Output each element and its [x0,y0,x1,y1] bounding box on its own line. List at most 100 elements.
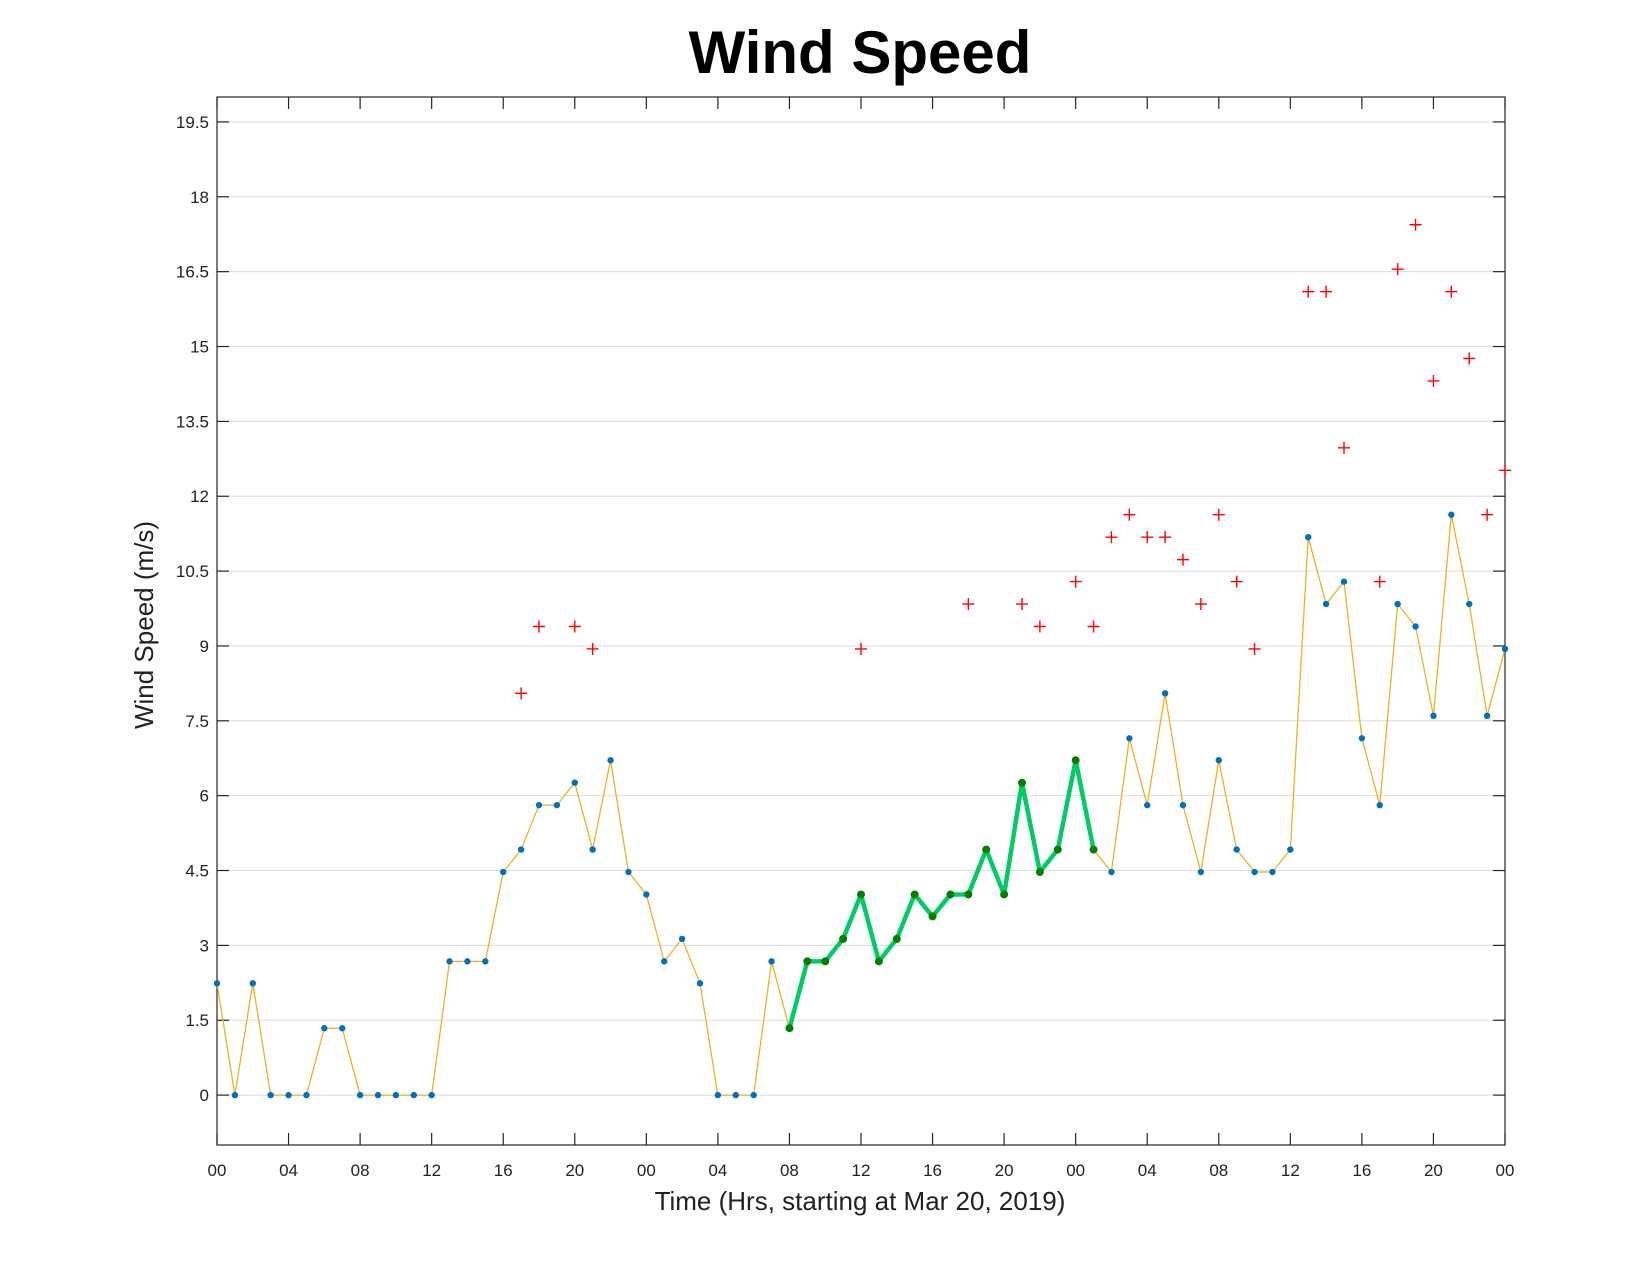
wind-speed-point [571,779,578,786]
wind-gust-point [1194,598,1207,611]
wind-speed-point [1179,801,1187,809]
x-tick-label: 20 [565,1161,584,1180]
wind-speed-point [625,868,632,876]
wind-gust-point [1177,553,1189,566]
x-tick-label: 16 [494,1161,513,1180]
wind-speed-point [464,958,471,965]
y-axis-label: Wind Speed (m/s) [129,521,159,729]
chart-title: Wind Speed [689,19,1032,86]
wind-speed-line [216,514,1506,1096]
highlighted-wind-speed-point [1018,778,1026,787]
wind-gust-point [568,620,581,633]
x-tick-label: 12 [1281,1161,1300,1180]
wind-speed-point [1322,600,1330,608]
wind-speed-point [696,980,704,987]
wind-gust-point [1016,598,1028,611]
highlighted-wind-speed-point [1035,868,1044,877]
highlighted-wind-speed-point [803,957,812,966]
wind-speed-point [231,1091,239,1099]
wind-gust-point [1159,531,1172,544]
wind-speed-point [517,846,525,853]
wind-gust-point [1338,441,1350,454]
highlighted-wind-speed-point [874,957,883,966]
wind-speed-point [249,980,256,987]
highlighted-wind-speed-point [1071,756,1080,765]
highlighted-wind-speed-point [857,890,865,899]
y-tick-label: 3 [200,936,209,955]
y-tick-label: 15 [190,338,209,357]
wind-speed-point [428,1091,435,1099]
wind-gust-point [1499,464,1511,477]
wind-speed-point [392,1091,400,1099]
wind-speed-point [213,980,221,987]
x-tick-label: 00 [1066,1161,1085,1180]
wind-gust-point [1248,642,1261,655]
wind-speed-point [303,1091,310,1099]
wind-speed-point [446,958,453,965]
wind-gust-point [1230,575,1243,588]
wind-speed-point [1233,846,1240,853]
wind-gust-point [1391,263,1404,276]
wind-speed-point [1251,868,1258,876]
wind-speed-point [1501,645,1509,653]
highlighted-wind-speed-line [787,757,1096,1029]
grid-lines [217,121,1505,1096]
wind-gust-point [1445,285,1458,298]
wind-speed-point [285,1091,292,1099]
wind-gust-point [1481,508,1494,521]
wind-speed-point [1197,868,1205,876]
wind-speed-point [1144,801,1151,809]
wind-speed-point [1448,511,1455,518]
wind-gust-point [1373,575,1386,588]
wind-speed-point [321,1025,328,1032]
wind-gust-point [1427,374,1440,387]
highlighted-wind-speed-point [839,934,848,943]
wind-gust-point [515,687,528,700]
wind-gust-point [1302,285,1315,298]
x-tick-label: 12 [852,1161,871,1180]
y-tick-label: 19.5 [176,113,209,132]
wind-gust-point [1320,285,1333,298]
wind-gust-point [1212,508,1225,521]
x-tick-label: 00 [208,1161,227,1180]
x-axis-label: Time (Hrs, starting at Mar 20, 2019) [655,1186,1066,1216]
wind-speed-point [1430,712,1437,720]
plot-series [213,218,1511,1099]
highlighted-wind-speed-point [1000,890,1009,899]
y-tick-label: 16.5 [176,263,209,282]
x-tick-label: 12 [422,1161,441,1180]
x-tick-label: 04 [279,1161,298,1180]
wind-speed-point [1161,690,1169,697]
wind-speed-point [1126,735,1133,742]
x-tick-label: 20 [995,1161,1014,1180]
highlighted-wind-speed-point [910,890,919,899]
wind-gust-point [1105,531,1118,544]
highlighted-wind-speed-point [982,845,991,854]
x-tick-label: 08 [780,1161,799,1180]
wind-gust-point [1069,575,1082,588]
y-tick-label: 1.5 [185,1011,209,1030]
highlighted-wind-speed-point [1089,845,1098,854]
x-tick-label: 08 [351,1161,370,1180]
wind-speed-point [643,891,650,898]
wind-speed-point [1358,735,1366,742]
wind-speed-point [1269,868,1276,876]
highlighted-wind-speed-point [946,890,955,899]
wind-gust-point [1123,508,1136,521]
y-tick-label: 9 [200,637,209,656]
x-tick-label: 04 [708,1161,727,1180]
wind-speed-point [500,868,507,876]
wind-speed-point [732,1091,739,1099]
highlighted-wind-speed-point [1053,845,1062,854]
highlighted-wind-speed-point [785,1024,794,1033]
wind-gust-point [962,598,975,611]
x-tick-label: 20 [1424,1161,1443,1180]
x-tick-label: 16 [923,1161,942,1180]
wind-gust-point [1033,620,1046,633]
wind-speed-point [553,801,561,809]
x-tick-label: 04 [1138,1161,1157,1180]
highlighted-wind-speed-point [964,890,973,899]
x-tick-label: 08 [1209,1161,1228,1180]
wind-speed-point [1215,757,1222,764]
